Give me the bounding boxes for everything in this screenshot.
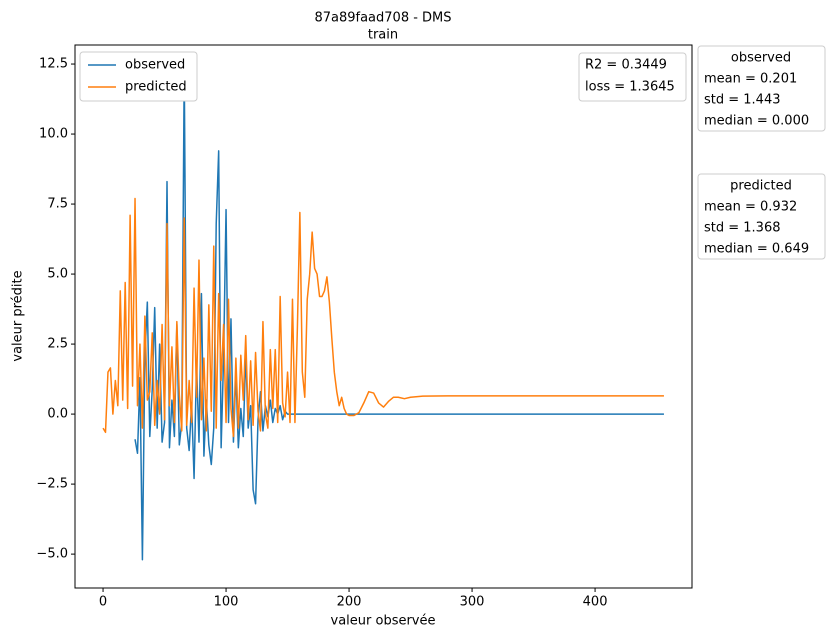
chart-title: 87a89faad708 - DMS — [314, 11, 451, 26]
x-tick-label: 0 — [99, 595, 107, 610]
y-tick-label: 12.5 — [39, 57, 68, 72]
stats-title: predicted — [730, 179, 792, 194]
metric-text: loss = 1.3645 — [585, 80, 675, 95]
y-axis-label: valeur prédite — [11, 270, 26, 361]
stats-box — [697, 45, 826, 132]
metric-text: R2 = 0.3449 — [585, 58, 667, 73]
metrics-box — [578, 52, 687, 102]
y-tick-label: −2.5 — [36, 477, 68, 492]
x-tick-label: 300 — [460, 595, 485, 610]
plot-lines — [102, 66, 664, 561]
chart-subtitle: train — [368, 28, 398, 43]
stats-box — [697, 173, 826, 260]
x-tick-label: 100 — [214, 595, 239, 610]
stats-line: mean = 0.201 — [704, 72, 797, 87]
stats-line: median = 0.000 — [704, 114, 809, 129]
stats-line: std = 1.368 — [704, 221, 781, 236]
stats-line: std = 1.443 — [704, 93, 781, 108]
stats-line: mean = 0.932 — [704, 200, 797, 215]
x-tick-label: 400 — [583, 595, 608, 610]
stats-line: median = 0.649 — [704, 242, 809, 257]
x-axis-label: valeur observée — [331, 614, 436, 629]
y-tick-label: 0.0 — [47, 407, 68, 422]
legend-label: observed — [125, 58, 185, 73]
series-line — [134, 66, 664, 561]
x-tick-label: 200 — [337, 595, 362, 610]
legend-label: predicted — [125, 80, 187, 95]
series-line — [102, 197, 664, 438]
y-tick-label: 5.0 — [47, 267, 68, 282]
y-tick-label: 7.5 — [47, 197, 68, 212]
y-tick-label: 2.5 — [47, 337, 68, 352]
stats-title: observed — [731, 51, 791, 66]
plot-frame — [74, 44, 693, 589]
y-tick-label: −5.0 — [36, 547, 68, 562]
y-tick-label: 10.0 — [39, 127, 68, 142]
